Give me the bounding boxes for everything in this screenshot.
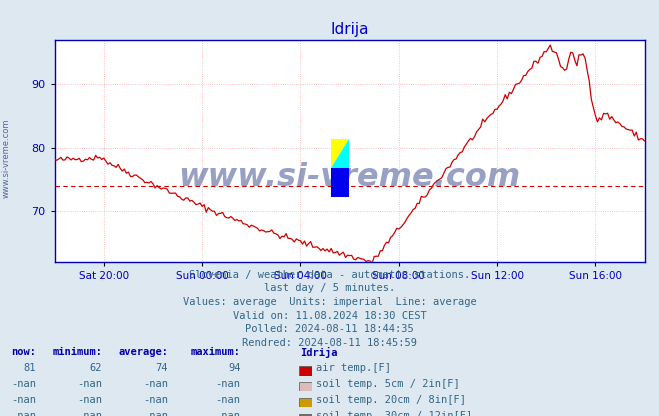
Text: 62: 62: [90, 363, 102, 373]
Text: www.si-vreme.com: www.si-vreme.com: [2, 118, 11, 198]
Text: 81: 81: [24, 363, 36, 373]
Text: minimum:: minimum:: [52, 347, 102, 357]
Text: air temp.[F]: air temp.[F]: [316, 363, 391, 373]
Text: -nan: -nan: [215, 379, 241, 389]
Title: Idrija: Idrija: [330, 22, 369, 37]
Text: Polled: 2024-08-11 18:44:35: Polled: 2024-08-11 18:44:35: [245, 324, 414, 334]
Text: -nan: -nan: [77, 379, 102, 389]
Text: maximum:: maximum:: [190, 347, 241, 357]
Polygon shape: [331, 139, 349, 168]
Text: -nan: -nan: [215, 411, 241, 416]
Polygon shape: [331, 139, 349, 168]
Text: 74: 74: [156, 363, 168, 373]
Text: soil temp. 20cm / 8in[F]: soil temp. 20cm / 8in[F]: [316, 395, 467, 405]
Text: Idrija: Idrija: [300, 347, 337, 359]
Text: average:: average:: [118, 347, 168, 357]
Text: Rendred: 2024-08-11 18:45:59: Rendred: 2024-08-11 18:45:59: [242, 338, 417, 348]
Text: Slovenia / weather data - automatic stations.: Slovenia / weather data - automatic stat…: [189, 270, 470, 280]
Text: -nan: -nan: [11, 395, 36, 405]
Polygon shape: [331, 168, 349, 197]
Text: www.si-vreme.com: www.si-vreme.com: [179, 162, 521, 193]
Text: Values: average  Units: imperial  Line: average: Values: average Units: imperial Line: av…: [183, 297, 476, 307]
Text: -nan: -nan: [11, 411, 36, 416]
Text: -nan: -nan: [143, 379, 168, 389]
Text: last day / 5 minutes.: last day / 5 minutes.: [264, 283, 395, 293]
Text: -nan: -nan: [143, 395, 168, 405]
Text: soil temp. 30cm / 12in[F]: soil temp. 30cm / 12in[F]: [316, 411, 473, 416]
Text: -nan: -nan: [215, 395, 241, 405]
Text: -nan: -nan: [77, 411, 102, 416]
Text: -nan: -nan: [11, 379, 36, 389]
Text: -nan: -nan: [143, 411, 168, 416]
Text: -nan: -nan: [77, 395, 102, 405]
Text: soil temp. 5cm / 2in[F]: soil temp. 5cm / 2in[F]: [316, 379, 460, 389]
Text: Valid on: 11.08.2024 18:30 CEST: Valid on: 11.08.2024 18:30 CEST: [233, 311, 426, 321]
Text: now:: now:: [11, 347, 36, 357]
Text: 94: 94: [228, 363, 241, 373]
